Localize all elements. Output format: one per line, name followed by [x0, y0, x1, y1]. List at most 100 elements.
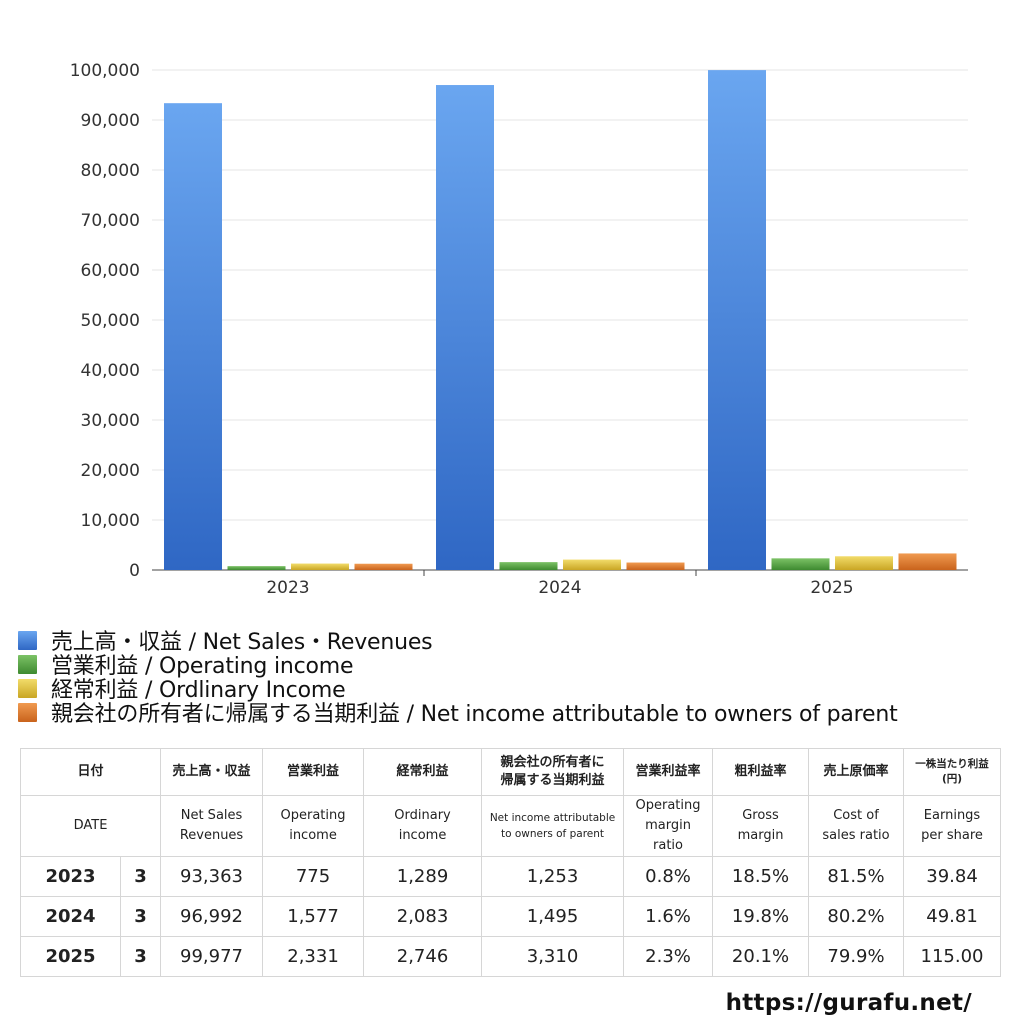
legend-item-operating-income: 営業利益 / Operating income — [18, 652, 898, 679]
legend-swatch-net-sales — [18, 630, 37, 650]
header-ordinary-income-en: Ordinary income — [363, 795, 483, 857]
header-operating-margin-en-line1: Operating — [635, 798, 701, 813]
site-url[interactable]: https://gurafu.net/ — [725, 990, 972, 1016]
header-net-income-en-line2: to owners of parent — [501, 828, 605, 840]
table-row: 2024 3 96,992 1,577 2,083 1,495 1.6% 19.… — [20, 896, 1002, 937]
cell-gross-margin: 20.1% — [712, 936, 810, 977]
cell-cost-ratio: 79.9% — [808, 936, 905, 977]
bar-net-sales — [708, 70, 766, 571]
table-row: 2023 3 93,363 775 1,289 1,253 0.8% 18.5%… — [20, 856, 1002, 897]
bar-net-sales — [436, 85, 494, 570]
bar-net-sales — [164, 103, 222, 570]
cell-operating-margin: 0.8% — [623, 856, 714, 897]
cell-cost-ratio: 81.5% — [808, 856, 905, 897]
cell-operating-income: 775 — [262, 856, 365, 897]
header-operating-margin-en: Operating margin ratio — [623, 795, 714, 857]
header-net-income-ja-line1: 親会社の所有者に — [500, 755, 605, 770]
header-ordinary-income-ja: 経常利益 — [363, 748, 483, 796]
bar-net-income — [354, 563, 413, 570]
financial-data-table: 日付 売上高・収益 営業利益 経常利益 親会社の所有者に 帰属する当期利益 営業… — [19, 748, 1002, 977]
y-tick-label: 40,000 — [81, 361, 140, 381]
header-cost-ratio-en-line1: Cost of — [833, 808, 879, 823]
header-eps-ja: 一株当たり利益 (円) — [903, 748, 1002, 796]
header-operating-margin-en-line2: margin — [645, 818, 691, 833]
header-ordinary-income-en-line1: Ordinary — [394, 808, 451, 823]
header-operating-income-en-line2: income — [289, 828, 337, 843]
header-gross-margin-en-line2: margin — [737, 828, 784, 843]
y-tick-label: 50,000 — [81, 311, 140, 331]
cell-eps: 39.84 — [903, 856, 1002, 897]
cell-net-sales: 93,363 — [160, 856, 264, 897]
header-net-income-en: Net income attributable to owners of par… — [481, 795, 625, 857]
header-net-income-en-line1: Net income attributable — [489, 812, 616, 824]
bar-ordinary-income — [291, 563, 349, 570]
legend-label-net-income: 親会社の所有者に帰属する当期利益 / Net income attributab… — [51, 702, 898, 727]
cell-operating-margin: 2.3% — [623, 936, 714, 977]
legend-swatch-net-income — [18, 702, 37, 722]
x-tick-label: 2024 — [538, 578, 581, 598]
header-gross-margin-en-line1: Gross — [742, 808, 779, 823]
bar-net-income — [626, 562, 685, 570]
header-operating-income-en: Operating income — [262, 795, 365, 857]
cell-month: 3 — [119, 896, 162, 937]
cell-year: 2024 — [20, 896, 121, 937]
cell-net-income: 3,310 — [481, 936, 625, 977]
header-eps-ja-line1: 一株当たり利益 — [915, 758, 989, 770]
legend-swatch-operating-income — [18, 654, 37, 674]
cell-month: 3 — [119, 856, 162, 897]
y-tick-label: 10,000 — [81, 511, 140, 531]
legend-label-ordinary-income: 経常利益 / Ordlinary Income — [51, 678, 346, 703]
bar-ordinary-income — [835, 556, 893, 570]
legend-label-net-sales: 売上高・収益 / Net Sales・Revenues — [51, 630, 433, 655]
cell-net-income: 1,253 — [481, 856, 625, 897]
cell-net-sales: 96,992 — [160, 896, 264, 937]
cell-operating-margin: 1.6% — [623, 896, 714, 937]
y-tick-label: 100,000 — [70, 61, 140, 81]
cell-ordinary-income: 2,083 — [363, 896, 483, 937]
y-tick-label: 80,000 — [81, 161, 140, 181]
header-eps-en-line1: Earnings — [923, 808, 981, 823]
header-date-ja: 日付 — [19, 748, 162, 796]
legend-item-ordinary-income: 経常利益 / Ordlinary Income — [18, 676, 898, 703]
header-eps-ja-line2: (円) — [941, 773, 963, 785]
x-tick-label: 2023 — [266, 578, 309, 598]
table-header-en-row: DATE Net Sales Revenues Operating income… — [19, 795, 1002, 857]
cell-year: 2025 — [20, 936, 121, 977]
header-operating-margin-ja: 営業利益率 — [623, 748, 714, 796]
header-net-income-ja-line2: 帰属する当期利益 — [500, 773, 605, 788]
chart-legend: 売上高・収益 / Net Sales・Revenues 営業利益 / Opera… — [18, 628, 898, 727]
bar-operating-income — [499, 562, 558, 570]
header-net-sales-en-line2: Revenues — [179, 828, 244, 843]
table-row: 2025 3 99,977 2,331 2,746 3,310 2.3% 20.… — [20, 936, 1002, 977]
cell-ordinary-income: 2,746 — [363, 936, 483, 977]
bar-chart: 0 10,000 20,000 30,000 40,000 50,000 60,000 70,… — [70, 61, 968, 598]
header-net-sales-en: Net Sales Revenues — [160, 795, 264, 857]
cell-month: 3 — [119, 936, 162, 977]
y-tick-label: 0 — [129, 561, 140, 581]
cell-net-income: 1,495 — [481, 896, 625, 937]
cell-gross-margin: 18.5% — [712, 856, 810, 897]
header-net-income-ja: 親会社の所有者に 帰属する当期利益 — [481, 748, 625, 796]
header-operating-income-ja: 営業利益 — [262, 748, 365, 796]
cell-gross-margin: 19.8% — [712, 896, 810, 937]
bar-operating-income — [227, 566, 286, 570]
legend-swatch-ordinary-income — [18, 678, 37, 698]
header-eps-en-line2: per share — [921, 828, 983, 843]
header-ordinary-income-en-line2: income — [398, 828, 447, 843]
y-tick-label: 20,000 — [81, 461, 140, 481]
header-net-sales-en-line1: Net Sales — [180, 808, 243, 823]
cell-year: 2023 — [20, 856, 121, 897]
legend-label-operating-income: 営業利益 / Operating income — [51, 654, 354, 679]
cell-net-sales: 99,977 — [160, 936, 264, 977]
cell-ordinary-income: 1,289 — [363, 856, 483, 897]
y-tick-label: 60,000 — [81, 261, 140, 281]
y-tick-label: 90,000 — [81, 111, 140, 131]
header-cost-ratio-en: Cost of sales ratio — [808, 795, 905, 857]
cell-operating-income: 2,331 — [262, 936, 365, 977]
header-operating-margin-en-line3: ratio — [653, 838, 683, 853]
header-date-en: DATE — [19, 795, 162, 857]
table-header-ja-row: 日付 売上高・収益 営業利益 経常利益 親会社の所有者に 帰属する当期利益 営業… — [19, 748, 1002, 796]
bar-ordinary-income — [563, 559, 621, 570]
header-gross-margin-ja: 粗利益率 — [712, 748, 810, 796]
cell-cost-ratio: 80.2% — [808, 896, 905, 937]
